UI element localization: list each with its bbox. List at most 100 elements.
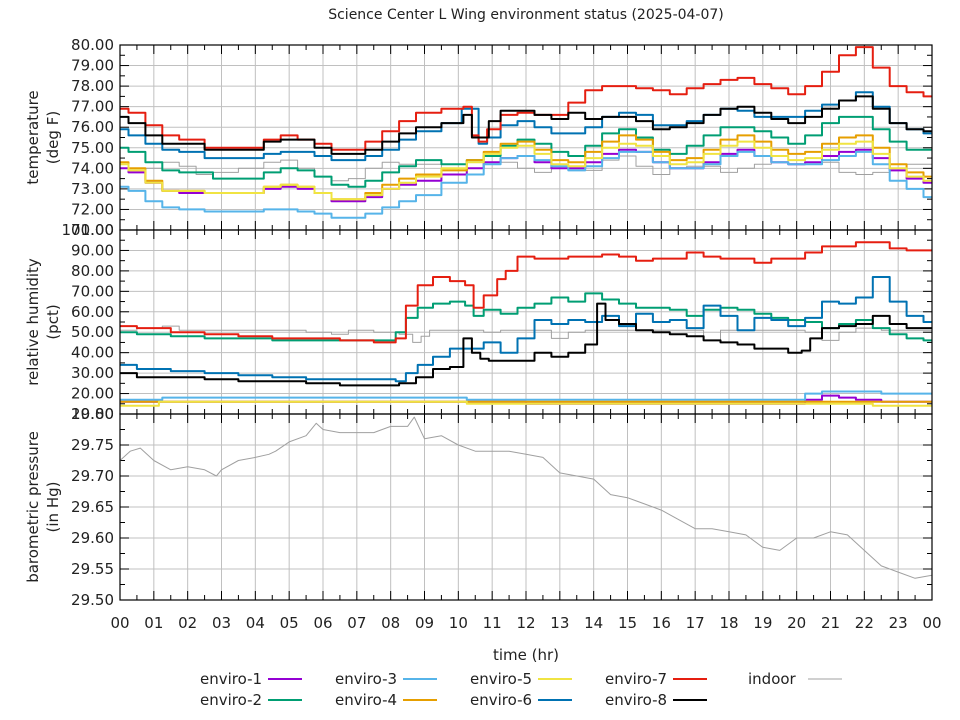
legend-label: enviro-8 bbox=[605, 691, 667, 709]
legend: enviro-1 enviro-2 enviro-3 enviro-4 enviro-5… bbox=[200, 670, 842, 709]
panel-2: 20.00 30.00 40.00 50.00 60.00 70.00 80.00 90.00… bbox=[24, 221, 933, 423]
x-tick-label: 18 bbox=[719, 614, 738, 632]
y-tick-label: 76.00 bbox=[71, 118, 114, 136]
x-tick-label: 19 bbox=[753, 614, 772, 632]
y-tick-label: 72.00 bbox=[71, 200, 114, 218]
legend-label: enviro-3 bbox=[335, 670, 397, 688]
x-tick-label: 10 bbox=[449, 614, 468, 632]
x-tick-label: 04 bbox=[246, 614, 265, 632]
y-tick-label: 29.60 bbox=[71, 529, 114, 547]
legend-item-enviro-7: enviro-7 bbox=[605, 670, 707, 688]
x-tick-label: 20 bbox=[787, 614, 806, 632]
y-axis-title: barometric pressure (in Hg) bbox=[24, 431, 62, 583]
legend-label: enviro-1 bbox=[200, 670, 262, 688]
x-tick-label: 17 bbox=[686, 614, 705, 632]
legend-item-enviro-2: enviro-2 bbox=[200, 691, 302, 709]
y-tick-label: 29.50 bbox=[71, 591, 114, 609]
x-tick-label: 15 bbox=[618, 614, 637, 632]
x-tick-label: 03 bbox=[212, 614, 231, 632]
legend-item-enviro-8: enviro-8 bbox=[605, 691, 707, 709]
x-tick-label: 01 bbox=[144, 614, 163, 632]
series-line-enviro-5 bbox=[120, 400, 932, 407]
legend-label: enviro-7 bbox=[605, 670, 667, 688]
x-axis-ticks: 00 01 02 03 04 05 06 07 08 09 10 11 12 13 14 15 16 17 18 19… bbox=[110, 614, 941, 632]
series-line-enviro-8 bbox=[120, 302, 932, 387]
x-tick-label: 13 bbox=[550, 614, 569, 632]
x-tick-label: 11 bbox=[483, 614, 502, 632]
y-tick-label: 78.00 bbox=[71, 77, 114, 95]
series-group bbox=[120, 46, 932, 219]
y-tick-label: 70.00 bbox=[71, 282, 114, 300]
series-line-enviro-6 bbox=[120, 91, 932, 162]
y-tick-label: 73.00 bbox=[71, 180, 114, 198]
x-tick-label: 02 bbox=[178, 614, 197, 632]
legend-label: enviro-5 bbox=[470, 670, 532, 688]
legend-item-enviro-4: enviro-4 bbox=[335, 691, 437, 709]
series-line-indoor bbox=[120, 325, 932, 343]
x-tick-label: 07 bbox=[347, 614, 366, 632]
x-tick-label: 05 bbox=[280, 614, 299, 632]
series-line-enviro-8 bbox=[120, 95, 932, 155]
y-axis-title-line: barometric pressure bbox=[24, 431, 42, 583]
y-tick-label: 29.65 bbox=[71, 498, 114, 516]
y-tick-label: 90.00 bbox=[71, 241, 114, 259]
legend-label: indoor bbox=[748, 670, 797, 688]
legend-item-indoor: indoor bbox=[748, 670, 842, 688]
x-tick-label: 06 bbox=[313, 614, 332, 632]
y-tick-label: 80.00 bbox=[71, 262, 114, 280]
series-group bbox=[120, 416, 932, 579]
panel-3: 29.50 29.55 29.60 29.65 29.70 29.75 29.80 barom… bbox=[24, 405, 933, 609]
y-tick-label: 79.00 bbox=[71, 57, 114, 75]
y-tick-label: 74.00 bbox=[71, 159, 114, 177]
panel-frame bbox=[119, 413, 933, 601]
x-tick-label: 21 bbox=[821, 614, 840, 632]
series-group bbox=[120, 241, 932, 407]
x-tick-label: 16 bbox=[652, 614, 671, 632]
x-axis-title: time (hr) bbox=[493, 646, 559, 664]
y-axis-title-line: relative humidity bbox=[24, 258, 42, 386]
panels: 72.00 73.00 74.00 75.00 76.00 77.00 78.00 79.00… bbox=[24, 36, 933, 609]
y-tick-label: 80.00 bbox=[71, 36, 114, 54]
y-tick-label: 30.00 bbox=[71, 364, 114, 382]
series-line-enviro-2 bbox=[120, 115, 932, 188]
x-tick-label: 12 bbox=[516, 614, 535, 632]
x-tick-label: 14 bbox=[584, 614, 603, 632]
legend-label: enviro-4 bbox=[335, 691, 397, 709]
series-line-enviro-1 bbox=[120, 148, 932, 203]
y-tick-label: 75.00 bbox=[71, 139, 114, 157]
y-tick-label-bottom: 10.00 bbox=[71, 405, 114, 423]
y-axis-title-line: (deg F) bbox=[44, 111, 62, 164]
series-line-enviro-6 bbox=[120, 276, 932, 383]
y-tick-label: 50.00 bbox=[71, 323, 114, 341]
series-line-enviro-5 bbox=[120, 140, 932, 201]
y-tick-label: 20.00 bbox=[71, 385, 114, 403]
x-tick-label: 00 bbox=[922, 614, 941, 632]
y-tick-label: 77.00 bbox=[71, 98, 114, 116]
series-line-enviro-3 bbox=[120, 390, 932, 401]
x-tick-label: 22 bbox=[855, 614, 874, 632]
y-tick-label-bottom: 71.00 bbox=[71, 221, 114, 239]
x-tick-label: 09 bbox=[415, 614, 434, 632]
y-axis-title-line: (in Hg) bbox=[44, 482, 62, 533]
chart-title: Science Center L Wing environment status… bbox=[328, 7, 724, 23]
panel-1: 72.00 73.00 74.00 75.00 76.00 77.00 78.00 79.00… bbox=[24, 36, 933, 239]
y-axis-title-line: (pct) bbox=[44, 304, 62, 339]
legend-item-enviro-6: enviro-6 bbox=[470, 691, 572, 709]
legend-item-enviro-1: enviro-1 bbox=[200, 670, 302, 688]
y-tick-label: 60.00 bbox=[71, 303, 114, 321]
x-tick-label: 00 bbox=[110, 614, 129, 632]
y-tick-label: 40.00 bbox=[71, 344, 114, 362]
legend-label: enviro-6 bbox=[470, 691, 532, 709]
legend-item-enviro-3: enviro-3 bbox=[335, 670, 437, 688]
x-tick-label: 23 bbox=[889, 614, 908, 632]
y-tick-label: 29.55 bbox=[71, 560, 114, 578]
y-axis-title-line: temperature bbox=[24, 90, 42, 184]
series-line-enviro-2 bbox=[120, 292, 932, 342]
legend-item-enviro-5: enviro-5 bbox=[470, 670, 572, 688]
y-axis-title: relative humidity (pct) bbox=[24, 258, 62, 386]
y-axis-title: temperature (deg F) bbox=[24, 90, 62, 184]
y-tick-label: 100.00 bbox=[62, 221, 115, 239]
y-tick-label: 29.70 bbox=[71, 467, 114, 485]
series-line-indoor bbox=[120, 416, 932, 579]
